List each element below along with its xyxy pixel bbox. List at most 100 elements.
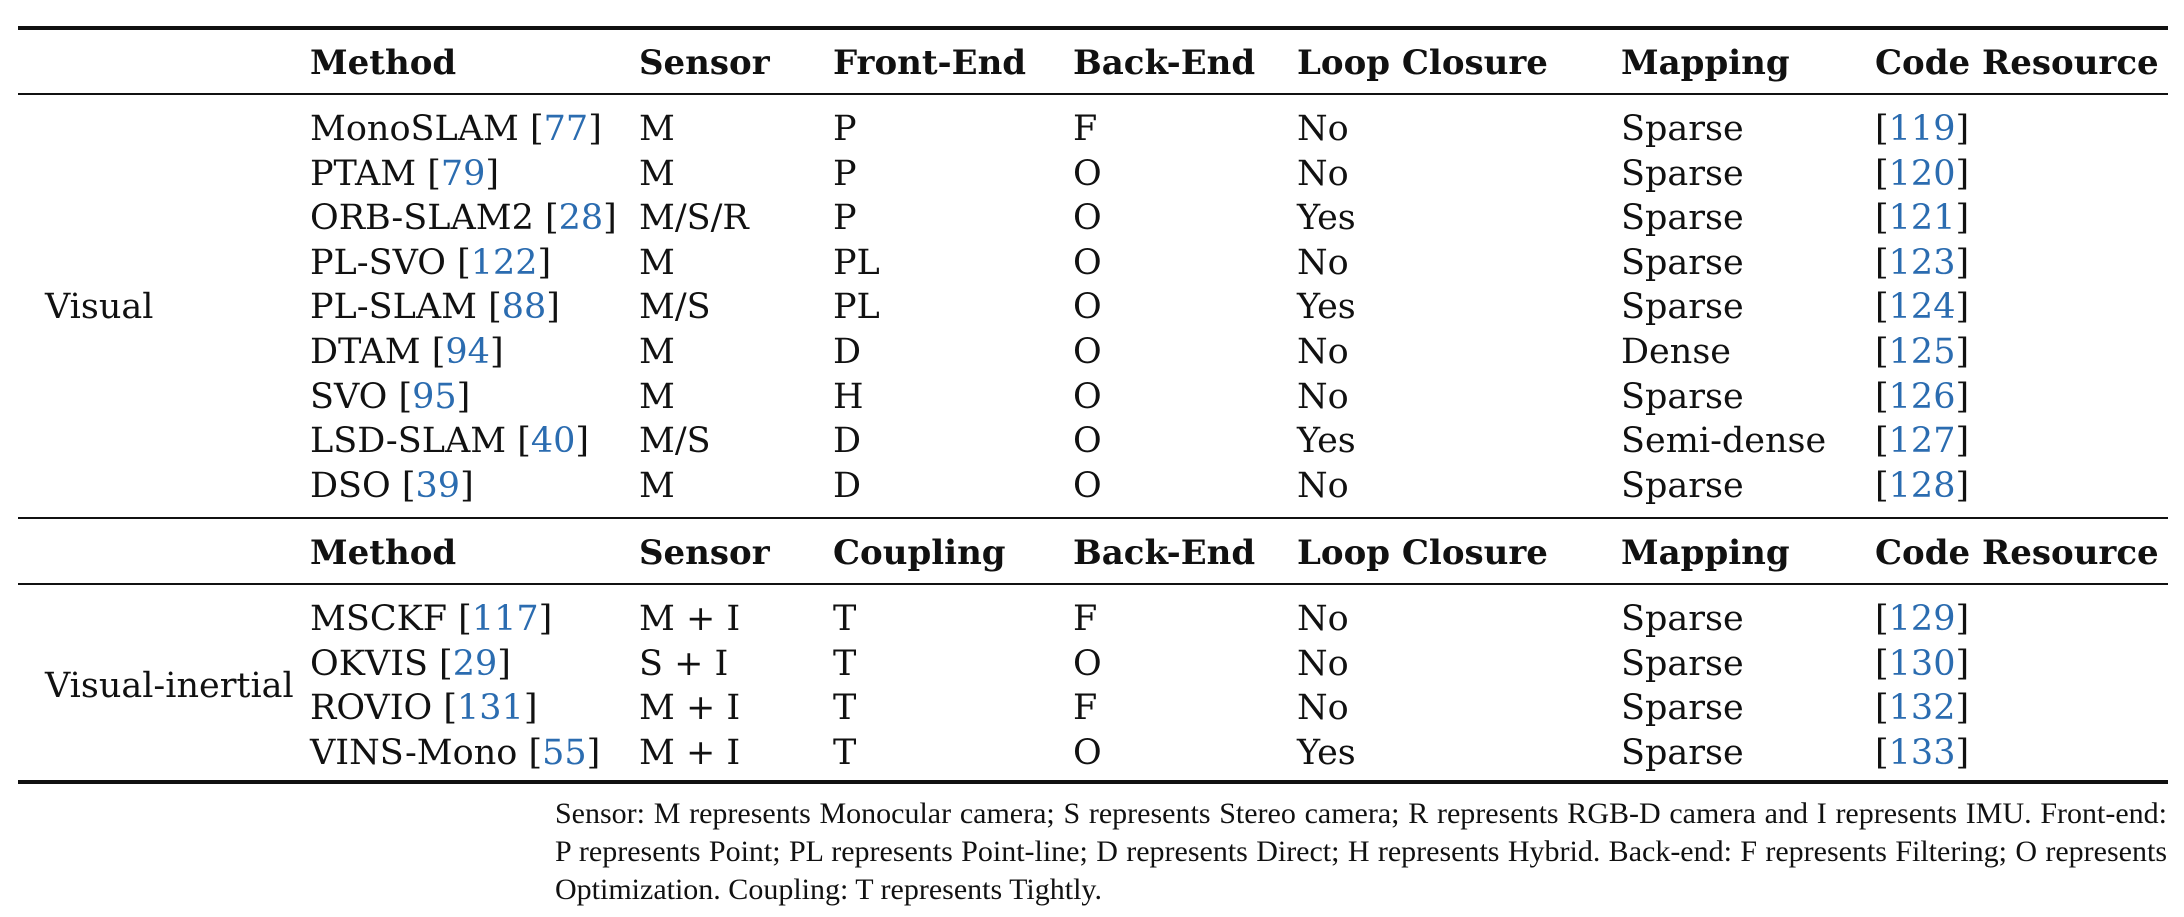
- code-resource-link[interactable]: 125: [1888, 332, 1956, 372]
- cell-method: OKVIS [29]: [310, 643, 511, 684]
- code-resource-link[interactable]: 128: [1888, 465, 1956, 506]
- cell-method: LSD-SLAM [40]: [310, 421, 590, 462]
- method-name: DSO: [310, 465, 391, 506]
- method-name: OKVIS: [310, 643, 428, 684]
- code-resource-link[interactable]: 129: [1888, 599, 1956, 639]
- cell-back-end: F: [1073, 599, 1098, 639]
- code-resource-link[interactable]: 132: [1888, 688, 1956, 729]
- cell-mapping: Sparse: [1621, 599, 1744, 639]
- citation-link[interactable]: 117: [471, 599, 539, 639]
- cell-code-resource: [129]: [1875, 599, 1970, 639]
- header-rule-visual: [18, 93, 2168, 95]
- column-header-code-resource: Code Resource: [1875, 43, 2159, 83]
- citation-link[interactable]: 40: [530, 421, 576, 462]
- cell-front-end: PL: [833, 242, 880, 283]
- group-label: Visual: [45, 287, 154, 328]
- cell-mapping: Sparse: [1621, 153, 1744, 194]
- cell-front-end: H: [833, 376, 864, 417]
- cell-mapping: Sparse: [1621, 242, 1744, 283]
- cell-loop-closure: No: [1297, 109, 1349, 149]
- citation-link[interactable]: 55: [542, 732, 587, 773]
- code-resource-link[interactable]: 119: [1888, 109, 1956, 149]
- citation-link[interactable]: 122: [470, 242, 538, 283]
- cell-loop-closure: Yes: [1297, 198, 1356, 239]
- cell-loop-closure: Yes: [1297, 421, 1356, 462]
- cell-back-end: O: [1073, 153, 1102, 194]
- code-resource-link[interactable]: 123: [1888, 242, 1956, 283]
- cell-front-end: T: [833, 643, 857, 684]
- citation-link[interactable]: 131: [457, 688, 524, 729]
- column-header-front-end: Front-End: [833, 43, 1027, 83]
- method-name: LSD-SLAM: [310, 421, 507, 462]
- cell-code-resource: [133]: [1875, 732, 1970, 773]
- citation-link[interactable]: 28: [558, 198, 604, 239]
- cell-sensor: M: [639, 109, 675, 149]
- cell-back-end: O: [1073, 732, 1102, 773]
- code-resource-link[interactable]: 126: [1888, 376, 1956, 417]
- bottom-rule: [18, 780, 2168, 784]
- cell-method: ORB-SLAM2 [28]: [310, 198, 617, 239]
- cell-mapping: Sparse: [1621, 732, 1744, 773]
- cell-mapping: Semi-dense: [1621, 421, 1827, 462]
- citation-link[interactable]: 39: [415, 465, 461, 506]
- table-notes: Sensor: M represents Monocular camera; S…: [555, 797, 2167, 906]
- method-name: ROVIO: [310, 688, 433, 729]
- cell-front-end: D: [833, 465, 862, 506]
- column-header-loop-closure: Loop Closure: [1297, 533, 1548, 573]
- code-resource-link[interactable]: 133: [1888, 732, 1956, 773]
- column-header-mapping: Mapping: [1621, 43, 1790, 83]
- cell-front-end: D: [833, 421, 862, 462]
- cell-back-end: F: [1073, 688, 1098, 729]
- cell-loop-closure: No: [1297, 242, 1349, 283]
- cell-mapping: Sparse: [1621, 287, 1744, 328]
- column-header-back-end: Back-End: [1073, 533, 1256, 573]
- code-resource-link[interactable]: 127: [1888, 421, 1956, 462]
- cell-front-end: PL: [833, 287, 880, 328]
- citation-link[interactable]: 79: [440, 153, 486, 194]
- cell-mapping: Sparse: [1621, 465, 1744, 506]
- citation-link[interactable]: 88: [501, 287, 547, 328]
- cell-front-end: T: [833, 599, 857, 639]
- citation-link[interactable]: 77: [543, 109, 589, 149]
- cell-code-resource: [121]: [1875, 198, 1970, 239]
- citation-link[interactable]: 94: [445, 332, 490, 372]
- cell-loop-closure: No: [1297, 643, 1349, 684]
- citation-link[interactable]: 29: [452, 643, 498, 684]
- cell-loop-closure: No: [1297, 376, 1349, 417]
- cell-code-resource: [124]: [1875, 287, 1970, 328]
- column-header-method: Method: [310, 533, 457, 573]
- code-resource-link[interactable]: 120: [1888, 153, 1956, 194]
- cell-back-end: O: [1073, 287, 1102, 328]
- header-rule-inertial: [18, 583, 2168, 585]
- cell-method: ROVIO [131]: [310, 688, 538, 729]
- cell-loop-closure: Yes: [1297, 732, 1356, 773]
- method-name: PTAM: [310, 153, 417, 194]
- cell-back-end: O: [1073, 465, 1102, 506]
- citation-link[interactable]: 95: [412, 376, 457, 417]
- cell-code-resource: [125]: [1875, 332, 1970, 372]
- cell-mapping: Sparse: [1621, 376, 1744, 417]
- code-resource-link[interactable]: 121: [1888, 198, 1956, 239]
- code-resource-link[interactable]: 130: [1888, 643, 1956, 684]
- cell-back-end: O: [1073, 421, 1102, 462]
- code-resource-link[interactable]: 124: [1888, 287, 1956, 328]
- cell-mapping: Sparse: [1621, 109, 1744, 149]
- cell-method: MSCKF [117]: [310, 599, 553, 639]
- cell-sensor: M/S: [639, 287, 711, 328]
- method-name: DTAM: [310, 332, 421, 372]
- cell-front-end: P: [833, 153, 857, 194]
- cell-front-end: D: [833, 332, 862, 372]
- cell-front-end: P: [833, 109, 857, 149]
- method-name: VINS-Mono: [310, 732, 518, 773]
- method-name: PL-SVO: [310, 242, 446, 283]
- cell-back-end: O: [1073, 242, 1102, 283]
- cell-mapping: Sparse: [1621, 643, 1744, 684]
- cell-loop-closure: No: [1297, 599, 1349, 639]
- cell-front-end: T: [833, 732, 857, 773]
- column-header-method: Method: [310, 43, 457, 83]
- cell-sensor: M + I: [639, 688, 741, 729]
- section-divider-rule: [18, 517, 2168, 519]
- cell-code-resource: [127]: [1875, 421, 1970, 462]
- cell-front-end: P: [833, 198, 857, 239]
- cell-loop-closure: No: [1297, 332, 1349, 372]
